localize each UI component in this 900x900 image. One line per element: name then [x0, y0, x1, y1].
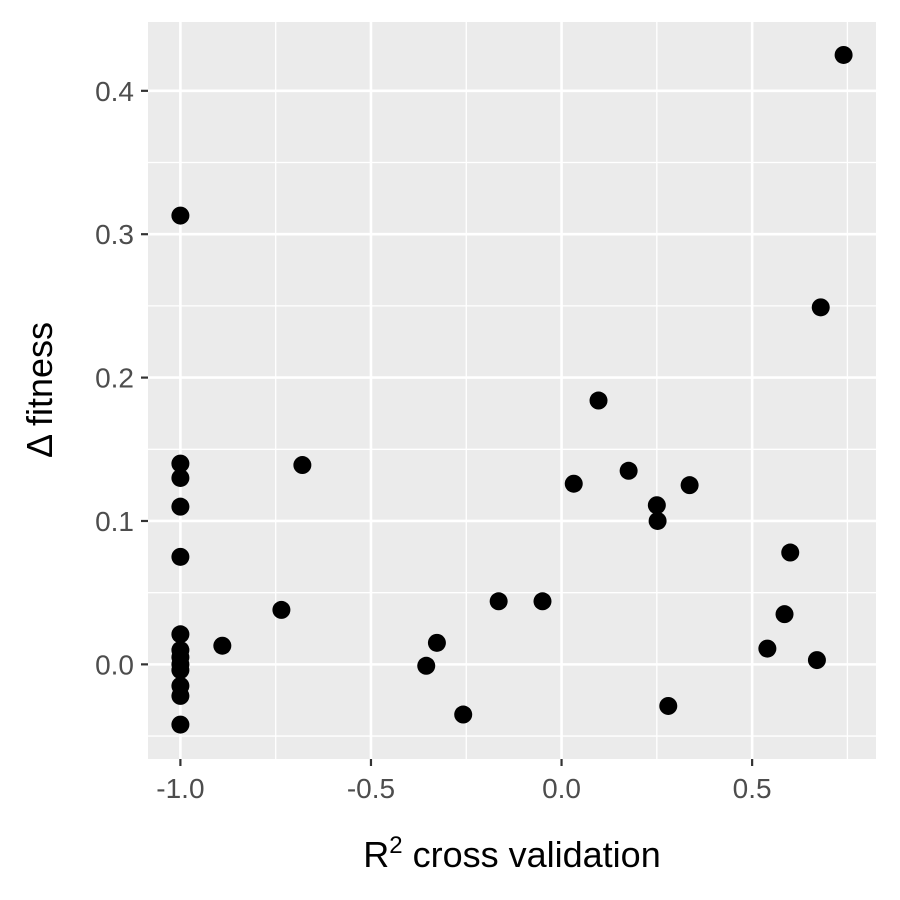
- data-points: [171, 45, 853, 734]
- data-point: [171, 715, 190, 734]
- data-point: [171, 661, 190, 680]
- data-point: [489, 592, 508, 611]
- data-point: [758, 639, 777, 658]
- data-point: [171, 454, 190, 473]
- x-axis-title: R2 cross validation: [363, 832, 660, 875]
- data-point: [619, 461, 638, 480]
- data-point: [680, 476, 699, 495]
- x-tick-label: 0.5: [733, 773, 772, 804]
- data-point: [834, 45, 853, 64]
- y-tick-label: 0.4: [95, 76, 134, 107]
- x-tick-label: -0.5: [347, 773, 395, 804]
- data-point: [589, 391, 608, 410]
- x-tick-label: -1.0: [156, 773, 204, 804]
- y-tick-label: 0.3: [95, 219, 134, 250]
- data-point: [213, 636, 232, 655]
- data-point: [811, 298, 830, 317]
- y-tick-label: 0.0: [95, 649, 134, 680]
- data-point: [807, 651, 826, 670]
- data-point: [454, 705, 473, 724]
- data-point: [293, 456, 312, 475]
- y-axis-title: Δ fitness: [19, 322, 60, 458]
- data-point: [647, 496, 666, 515]
- data-point: [775, 605, 794, 624]
- y-tick-label: 0.1: [95, 506, 134, 537]
- y-tick-label: 0.2: [95, 363, 134, 394]
- data-point: [781, 543, 800, 562]
- data-point: [564, 474, 583, 493]
- data-point: [171, 497, 190, 516]
- data-point: [171, 206, 190, 225]
- minor-gridlines: [148, 22, 876, 759]
- plot-panel: [148, 22, 876, 759]
- data-point: [427, 633, 446, 652]
- data-point: [171, 468, 190, 487]
- data-point: [659, 696, 678, 715]
- x-axis: -1.0 -0.5 0.0 0.5: [156, 759, 772, 804]
- data-point: [417, 656, 436, 675]
- data-point: [272, 600, 291, 619]
- data-point: [533, 592, 552, 611]
- y-axis: 0.0 0.1 0.2 0.3 0.4: [95, 76, 148, 680]
- x-tick-label: 0.0: [542, 773, 581, 804]
- data-point: [648, 511, 667, 530]
- data-point: [171, 686, 190, 705]
- data-point: [171, 625, 190, 644]
- data-point: [171, 547, 190, 566]
